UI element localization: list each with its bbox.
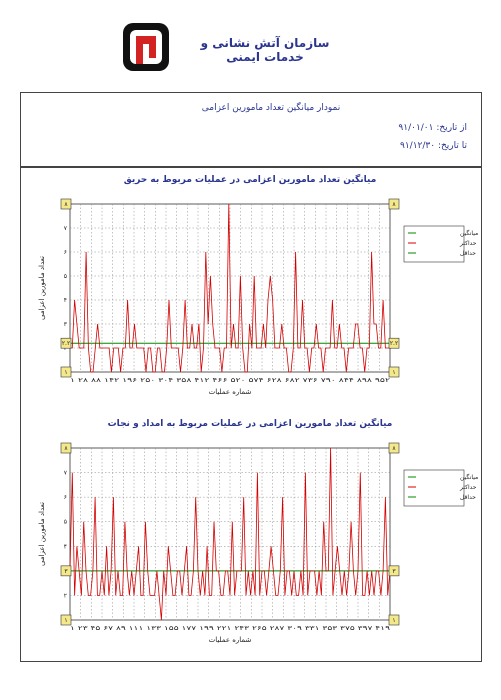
y-tick-label: ۵: [64, 519, 67, 526]
average-marker-label: ۳: [392, 568, 396, 575]
average-marker: [388, 565, 400, 577]
min-marker-label: ۱: [64, 617, 67, 624]
max-marker: [388, 198, 400, 210]
y-tick-label: ۷: [64, 470, 68, 477]
max-marker-label: ۸: [392, 445, 396, 452]
min-marker: [60, 614, 72, 626]
legend-box: [403, 469, 465, 507]
x-axis-label: شماره عملیات: [209, 636, 252, 644]
from-date: از تاریخ: ۹۱/۰۱/۰۱: [398, 123, 467, 133]
min-marker: [60, 366, 72, 378]
x-tick-labels: ۱ ۲۳ ۴۵ ۶۷ ۸۹ ۱۱۱ ۱۳۳ ۱۵۵ ۱۷۷ ۱۹۹ ۲۲۱ ۲۴…: [70, 625, 390, 632]
average-marker-label: ۳: [64, 568, 68, 575]
average-marker-label: ۲.۲: [390, 340, 398, 347]
x-axis-label: شماره عملیات: [209, 388, 252, 396]
min-marker-label: ۱: [392, 369, 395, 376]
fire-operations-chart: میانگین تعداد مامورین اعزامی در عملیات م…: [38, 173, 478, 396]
legend-entry: میانگین: [460, 229, 478, 237]
max-marker-label: ۸: [64, 201, 68, 208]
organization-title: سازمان آتش نشانی و خدمات ایمنی: [200, 36, 330, 64]
average-marker: [60, 565, 72, 577]
chart-title: میانگین تعداد مامورین اعزامی در عملیات م…: [124, 173, 377, 185]
report-title: نمودار میانگین تعداد مامورین اعزامی: [201, 103, 341, 113]
legend-entry: میانگین: [460, 473, 478, 481]
min-marker: [388, 366, 400, 378]
average-marker-label: ۲.۲: [62, 340, 70, 347]
min-marker-label: ۱: [64, 369, 67, 376]
min-marker-label: ۱: [392, 617, 395, 624]
y-tick-label: ۲: [64, 592, 67, 599]
report-header: نمودار میانگین تعداد مامورین اعزامی از ت…: [20, 92, 482, 168]
legend-entry: حداقل: [460, 250, 476, 257]
legend-entry: حداکثر: [459, 484, 477, 491]
y-tick-label: ۶: [64, 249, 67, 256]
y-axis-label: تعداد مامورین اعزامی: [38, 502, 46, 566]
average-marker: [388, 337, 400, 349]
series-line: [70, 203, 390, 373]
max-marker: [388, 442, 400, 454]
max-marker-label: ۸: [64, 445, 68, 452]
y-tick-label: ۵: [64, 273, 67, 280]
y-tick-label: ۴: [64, 297, 67, 304]
charts-frame: [20, 166, 482, 662]
y-tick-label: ۷: [64, 225, 68, 232]
y-tick-label: ۶: [64, 494, 67, 501]
max-marker: [60, 198, 72, 210]
series-line: [69, 447, 391, 621]
legend-entry: حداکثر: [459, 240, 477, 247]
average-marker: [60, 337, 72, 349]
y-axis-label: تعداد مامورین اعزامی: [38, 256, 46, 320]
x-tick-labels: ۱ ۲۸ ۸۸ ۱۴۲ ۱۹۶ ۲۵۰ ۳۰۴ ۳۵۸ ۴۱۲ ۴۶۶ ۵۲۰ …: [70, 377, 390, 384]
legend-box: [403, 225, 465, 263]
chart-title: میانگین تعداد مامورین اعزامی در عملیات م…: [108, 417, 393, 429]
max-marker: [60, 442, 72, 454]
organization-logo: [123, 23, 169, 71]
y-tick-label: ۴: [64, 543, 67, 550]
rescue-operations-chart: میانگین تعداد مامورین اعزامی در عملیات م…: [38, 417, 478, 644]
max-marker-label: ۸: [392, 201, 396, 208]
y-tick-label: ۲: [64, 345, 67, 352]
y-tick-label: ۳: [64, 321, 68, 328]
legend-entry: حداقل: [460, 494, 476, 501]
to-date: تا تاریخ: ۹۱/۱۲/۳۰: [400, 141, 467, 151]
min-marker: [388, 614, 400, 626]
